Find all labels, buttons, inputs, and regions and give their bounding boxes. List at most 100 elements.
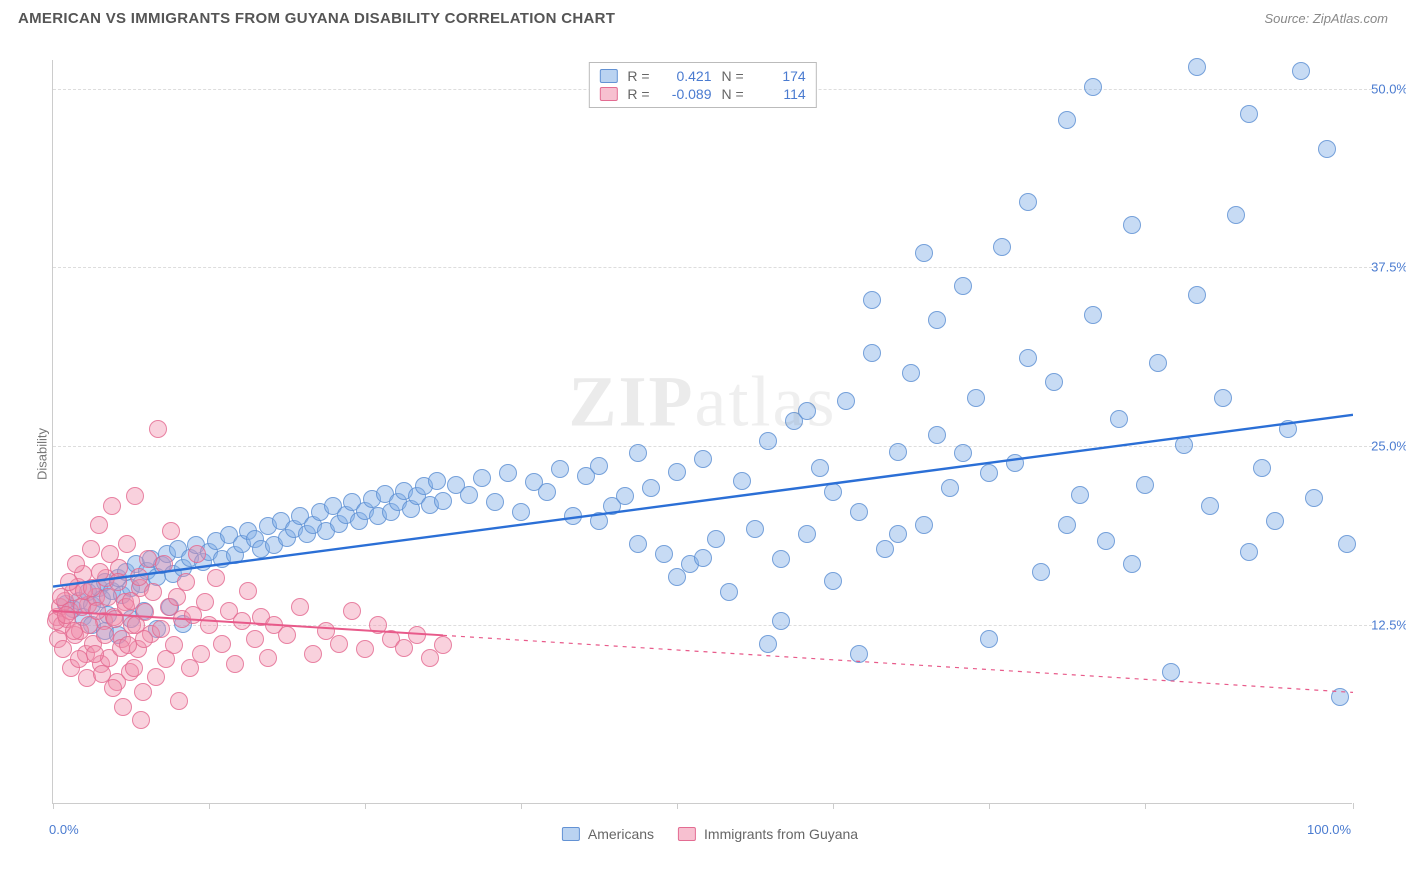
chart-title: AMERICAN VS IMMIGRANTS FROM GUYANA DISAB… (18, 10, 615, 27)
data-point (330, 635, 348, 653)
data-point (147, 668, 165, 686)
data-point (1058, 111, 1076, 129)
data-point (1188, 286, 1206, 304)
legend-stats: R = 0.421 N = 174 R = -0.089 N = 114 (588, 62, 816, 108)
data-point (720, 583, 738, 601)
data-point (134, 683, 152, 701)
data-point (1318, 140, 1336, 158)
data-point (642, 479, 660, 497)
y-tick-label: 50.0% (1371, 81, 1406, 96)
data-point (486, 493, 504, 511)
data-point (1058, 516, 1076, 534)
data-point (655, 545, 673, 563)
data-point (304, 645, 322, 663)
data-point (1266, 512, 1284, 530)
data-point (434, 492, 452, 510)
y-tick-label: 12.5% (1371, 618, 1406, 633)
swatch-icon (599, 69, 617, 83)
data-point (135, 630, 153, 648)
data-point (889, 443, 907, 461)
n-value: 114 (754, 86, 806, 102)
legend-bottom: Americans Immigrants from Guyana (562, 826, 858, 842)
data-point (759, 635, 777, 653)
data-point (239, 582, 257, 600)
data-point (1240, 105, 1258, 123)
data-point (850, 645, 868, 663)
data-point (155, 555, 173, 573)
data-point (941, 479, 959, 497)
chart-container: Disability ZIPatlas R = 0.421 N = 174 R … (40, 54, 1380, 854)
data-point (278, 626, 296, 644)
data-point (837, 392, 855, 410)
data-point (1045, 373, 1063, 391)
data-point (162, 522, 180, 540)
data-point (67, 555, 85, 573)
x-tick-mark (53, 803, 54, 809)
data-point (902, 364, 920, 382)
legend-item-americans: Americans (562, 826, 654, 842)
data-point (980, 464, 998, 482)
x-tick-mark (833, 803, 834, 809)
x-tick-mark (209, 803, 210, 809)
data-point (590, 512, 608, 530)
x-tick-label: 0.0% (49, 822, 79, 837)
data-point (114, 698, 132, 716)
gridline (53, 625, 1372, 626)
data-point (1149, 354, 1167, 372)
data-point (86, 645, 104, 663)
data-point (564, 507, 582, 525)
data-point (104, 679, 122, 697)
regression-lines (53, 60, 1353, 804)
data-point (109, 573, 127, 591)
data-point (130, 568, 148, 586)
data-point (876, 540, 894, 558)
data-point (889, 525, 907, 543)
data-point (460, 486, 478, 504)
data-point (915, 244, 933, 262)
data-point (343, 602, 361, 620)
data-point (512, 503, 530, 521)
data-point (233, 612, 251, 630)
r-value: -0.089 (660, 86, 712, 102)
data-point (1123, 555, 1141, 573)
data-point (1006, 454, 1024, 472)
data-point (207, 569, 225, 587)
data-point (132, 711, 150, 729)
data-point (499, 464, 517, 482)
y-axis-label: Disability (35, 428, 50, 480)
data-point (177, 573, 195, 591)
data-point (863, 291, 881, 309)
data-point (165, 636, 183, 654)
swatch-icon (599, 87, 617, 101)
data-point (434, 636, 452, 654)
legend-item-guyana: Immigrants from Guyana (678, 826, 858, 842)
data-point (1097, 532, 1115, 550)
data-point (824, 572, 842, 590)
gridline (53, 267, 1372, 268)
data-point (1279, 420, 1297, 438)
data-point (629, 444, 647, 462)
source-label: Source: ZipAtlas.com (1264, 11, 1388, 26)
data-point (144, 583, 162, 601)
data-point (91, 563, 109, 581)
data-point (980, 630, 998, 648)
legend-row-pink: R = -0.089 N = 114 (599, 85, 805, 103)
plot-area: ZIPatlas R = 0.421 N = 174 R = -0.089 N … (52, 60, 1352, 804)
data-point (473, 469, 491, 487)
data-point (118, 535, 136, 553)
x-tick-mark (521, 803, 522, 809)
data-point (1019, 193, 1037, 211)
data-point (1305, 489, 1323, 507)
r-label: R = (627, 86, 649, 102)
data-point (196, 593, 214, 611)
data-point (616, 487, 634, 505)
x-tick-mark (677, 803, 678, 809)
data-point (759, 432, 777, 450)
data-point (192, 645, 210, 663)
data-point (668, 568, 686, 586)
data-point (798, 402, 816, 420)
data-point (1188, 58, 1206, 76)
data-point (1292, 62, 1310, 80)
data-point (1253, 459, 1271, 477)
data-point (824, 483, 842, 501)
